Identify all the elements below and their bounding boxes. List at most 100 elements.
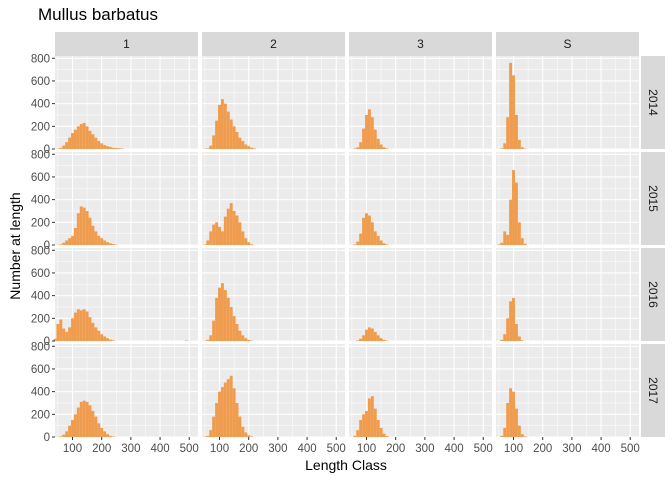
histogram-bar	[253, 148, 256, 149]
histogram-bar	[235, 323, 239, 341]
histogram-bar	[373, 408, 377, 437]
strips-layer: 1 2 3 S 2014 2015 2016 2017	[55, 32, 665, 437]
histogram-bar	[62, 434, 66, 437]
histogram-bar	[108, 243, 112, 245]
histogram-bar	[71, 419, 74, 437]
histogram-bar	[376, 419, 380, 437]
x-tick-label: 100	[63, 443, 82, 455]
histogram-bar	[356, 340, 360, 341]
histogram-bar	[367, 327, 371, 341]
histogram-bar	[238, 222, 242, 245]
histogram-bar	[241, 426, 245, 437]
y-tick-label: 400	[31, 291, 50, 303]
histogram-bar	[100, 143, 104, 149]
panel-background	[349, 248, 492, 341]
panel-2015-2	[202, 152, 345, 246]
histogram-bar	[503, 334, 507, 341]
histogram-bar	[509, 301, 513, 341]
histogram-bar	[362, 335, 366, 341]
column-strip-2	[202, 32, 345, 56]
histogram-bar	[365, 114, 368, 149]
column-strip-3	[349, 32, 492, 56]
histogram-bar	[106, 146, 109, 149]
histogram-bar	[523, 436, 527, 437]
histogram-bar	[379, 427, 383, 437]
histogram-bar	[359, 233, 363, 245]
y-tick-label: 600	[31, 172, 50, 184]
histogram-bar	[103, 145, 107, 149]
histogram-bar	[53, 338, 57, 341]
histogram-bar	[82, 122, 86, 149]
histogram-bar	[356, 430, 360, 437]
histogram-bar	[220, 231, 224, 245]
histogram-bar	[382, 433, 386, 437]
x-tick-label: 100	[504, 443, 523, 455]
row-strip-label: 2015	[646, 185, 660, 212]
y-tick-label: 0	[44, 240, 50, 252]
row-strip-2015	[641, 152, 665, 245]
histogram-bar	[65, 240, 69, 245]
histogram-bar	[514, 408, 518, 437]
histogram-bar	[229, 375, 233, 437]
histogram-bar	[65, 331, 69, 341]
histogram-bar	[85, 126, 89, 149]
bars-2014-S	[500, 62, 527, 149]
histogram-bar	[226, 208, 230, 245]
histogram-bar	[108, 339, 112, 341]
histogram-bar	[247, 339, 251, 341]
y-tick-label: 0	[44, 432, 50, 444]
histogram-bar	[212, 416, 216, 437]
histogram-bar	[62, 242, 66, 245]
histogram-bar	[111, 147, 115, 149]
histogram-bar	[215, 120, 219, 149]
histogram-bar	[514, 323, 518, 341]
histogram-bar	[103, 431, 107, 437]
histogram-bar	[94, 231, 98, 245]
histogram-bar	[229, 119, 233, 149]
histogram-bar	[232, 316, 236, 341]
bars-2014-3	[353, 109, 389, 149]
histogram-bar	[247, 435, 251, 437]
histogram-bar	[356, 147, 360, 149]
histogram-bar	[59, 244, 63, 245]
histogram-bar	[215, 297, 219, 341]
bars-2015-1	[56, 206, 118, 245]
histogram-bar	[79, 124, 83, 149]
histogram-bar	[220, 387, 224, 437]
histogram-bar	[79, 401, 83, 437]
x-tick-label: 500	[180, 443, 199, 455]
histogram-bar	[517, 425, 521, 437]
bars-2016-3	[356, 327, 389, 341]
histogram-bar	[385, 148, 389, 149]
column-strip-label: 1	[123, 37, 130, 51]
row-strip-label: 2017	[646, 377, 660, 404]
histogram-bar	[509, 388, 513, 437]
histogram-bar	[382, 339, 386, 341]
histogram-bar	[220, 283, 224, 341]
histogram-bar	[111, 244, 115, 245]
panel-2016-S	[496, 248, 639, 342]
histogram-bar	[117, 148, 121, 149]
histogram-bar	[379, 144, 383, 149]
histogram-bar	[523, 243, 527, 245]
histogram-bar	[376, 138, 380, 149]
histogram-bar	[209, 231, 213, 245]
histogram-bar	[59, 319, 63, 341]
panel-2017-S	[496, 344, 639, 438]
histogram-bar	[359, 142, 363, 149]
histogram-bar	[223, 289, 227, 341]
histogram-bar	[362, 128, 366, 149]
y-tick-label: 800	[31, 245, 50, 257]
panel-background	[202, 152, 345, 245]
histogram-bar	[385, 436, 389, 437]
histogram-bar	[88, 317, 92, 341]
histogram-bar	[220, 99, 224, 149]
x-tick-label: 300	[121, 443, 140, 455]
histogram-bar	[218, 226, 221, 245]
histogram-bar	[506, 318, 510, 341]
bars-2015-2	[203, 203, 254, 245]
histogram-bar	[238, 137, 242, 149]
row-strip-2014	[641, 56, 665, 149]
histogram-bar	[106, 434, 109, 437]
histogram-bar	[520, 434, 524, 437]
